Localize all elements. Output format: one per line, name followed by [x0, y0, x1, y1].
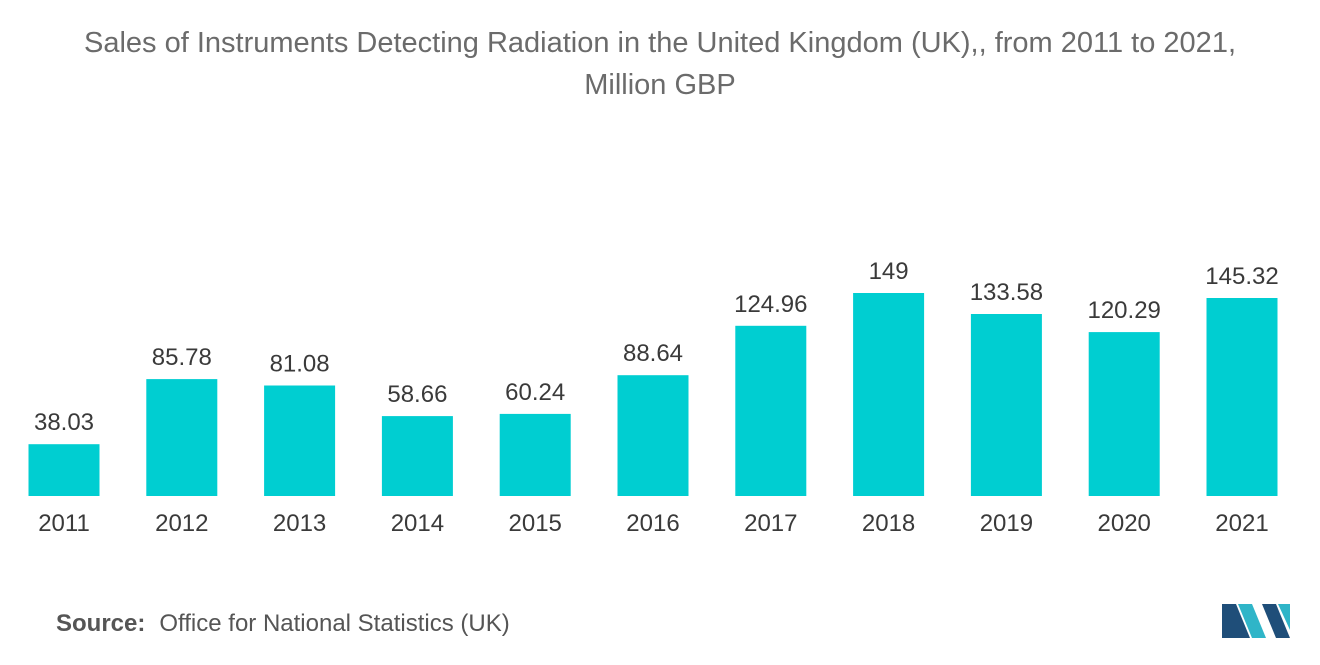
mordor-intelligence-logo-icon — [1222, 604, 1290, 638]
value-label-2020: 120.29 — [1087, 297, 1160, 324]
source-label: Source: — [56, 610, 146, 637]
bar-2012 — [146, 379, 218, 496]
source-note: Source: Office for National Statistics (U… — [56, 610, 510, 638]
tick-label-2020: 2020 — [1098, 510, 1151, 537]
bar-2019 — [970, 314, 1042, 496]
bar-2020 — [1088, 332, 1160, 496]
tick-label-2015: 2015 — [509, 510, 562, 537]
bar-2018 — [853, 293, 925, 496]
x-axis-tick-labels: 2011 2012 2013 2014 2015 2016 2017 2018 2019 2020… — [38, 510, 1269, 537]
value-label-2016: 88.64 — [623, 340, 683, 367]
source-text: Office for National Statistics (UK) — [159, 610, 510, 637]
chart-title-line-1: Sales of Instruments Detecting Radiation… — [83, 27, 1236, 59]
chart-subtitle: Million GBP — [584, 69, 736, 101]
bar-2016 — [617, 375, 689, 496]
bar-2014 — [381, 416, 453, 496]
value-labels-group: 38.03 85.78 81.08 58.66 60.24 88.64 124.96 149 1… — [34, 258, 1279, 436]
tick-label-2021: 2021 — [1215, 510, 1268, 537]
bar-2017 — [735, 325, 807, 496]
tick-label-2011: 2011 — [38, 510, 90, 537]
tick-label-2012: 2012 — [155, 510, 208, 537]
tick-label-2019: 2019 — [980, 510, 1033, 537]
value-label-2021: 145.32 — [1205, 263, 1278, 290]
value-label-2012: 85.78 — [152, 344, 212, 371]
bar-2015 — [499, 413, 571, 496]
tick-label-2014: 2014 — [391, 510, 444, 537]
value-label-2018: 149 — [869, 258, 909, 285]
bars-group — [28, 293, 1278, 496]
tick-label-2013: 2013 — [273, 510, 326, 537]
value-label-2011: 38.03 — [34, 409, 94, 436]
value-label-2017: 124.96 — [734, 291, 807, 318]
value-label-2013: 81.08 — [270, 351, 330, 378]
bar-2013 — [264, 385, 336, 496]
tick-label-2018: 2018 — [862, 510, 915, 537]
bar-chart: 38.03 85.78 81.08 58.66 60.24 88.64 124.96 149 1… — [28, 258, 1279, 537]
tick-label-2017: 2017 — [744, 510, 797, 537]
bar-2011 — [28, 444, 100, 496]
tick-label-2016: 2016 — [626, 510, 679, 537]
bar-2021 — [1206, 298, 1278, 496]
value-label-2019: 133.58 — [970, 279, 1043, 306]
value-label-2015: 60.24 — [505, 379, 565, 406]
chart-title: Sales of Instruments Detecting Radiation… — [0, 22, 1320, 106]
value-label-2014: 58.66 — [387, 381, 447, 408]
